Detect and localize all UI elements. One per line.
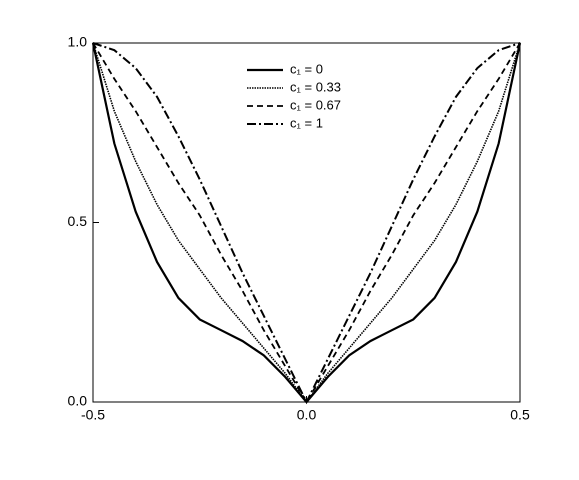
y-tick-label: 0.5	[68, 213, 88, 229]
y-tick-label: 1.0	[68, 34, 88, 50]
legend-label: c₁ = 0	[290, 61, 323, 76]
x-tick-label: 0.0	[297, 407, 317, 423]
x-tick-label: 0.5	[510, 407, 530, 423]
y-tick-label: 0.0	[68, 393, 88, 409]
legend-label: c₁ = 0.33	[290, 79, 341, 94]
legend-label: c₁ = 1	[290, 115, 323, 130]
legend-label: c₁ = 0.67	[290, 97, 341, 112]
series-line	[92, 42, 521, 405]
x-tick-label: -0.5	[81, 407, 105, 423]
series-line	[92, 42, 521, 404]
